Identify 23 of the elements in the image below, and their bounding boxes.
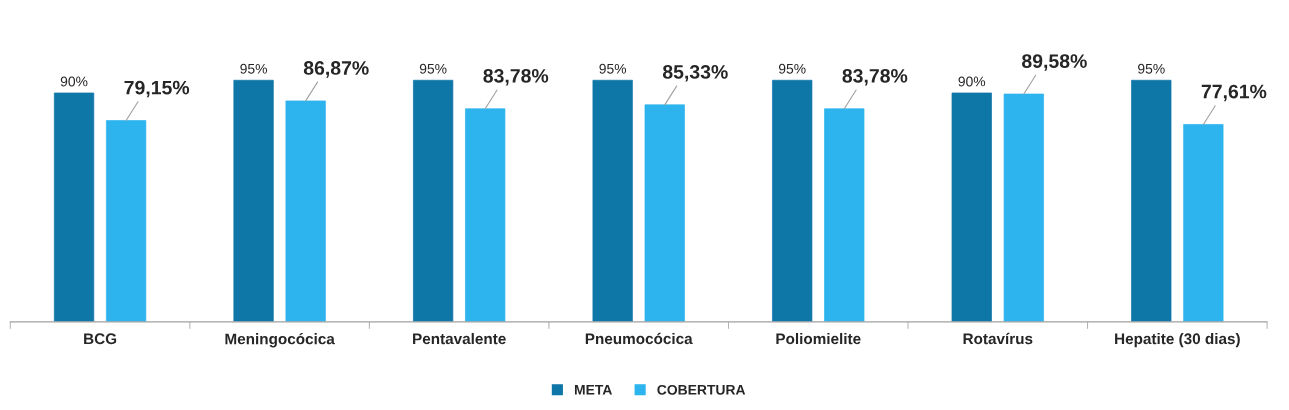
x-tick-label: Meningocócica xyxy=(225,332,335,348)
data-label: 95% xyxy=(1138,63,1165,74)
data-label: 89,58% xyxy=(1022,54,1087,71)
x-tick-label: Pneumocócica xyxy=(585,332,693,345)
data-label: 83,78% xyxy=(842,68,908,86)
data-label: 90% xyxy=(60,76,88,87)
x-tick-label: Rotavírus xyxy=(963,332,1033,345)
data-label: 79,15% xyxy=(124,80,190,98)
x-tick-label: Poliomielite xyxy=(776,332,861,345)
data-label: 95% xyxy=(599,63,627,74)
data-label: 90% xyxy=(958,76,986,87)
x-tick-label: Pentavalente xyxy=(413,332,506,345)
legend-label: COBERTURA xyxy=(657,384,746,395)
data-label: 95% xyxy=(778,63,806,74)
x-tick-label: Hepatite (30 dias) xyxy=(1115,332,1240,348)
data-label: 85,33% xyxy=(662,65,728,82)
data-label: 83,78% xyxy=(483,68,549,86)
data-label: 95% xyxy=(240,63,267,74)
x-tick-label: BCG xyxy=(84,333,117,345)
data-label: 77,61% xyxy=(1201,84,1267,102)
data-label: 95% xyxy=(419,63,447,74)
legend-label: META xyxy=(574,385,612,395)
data-label: 86,87% xyxy=(303,61,369,78)
